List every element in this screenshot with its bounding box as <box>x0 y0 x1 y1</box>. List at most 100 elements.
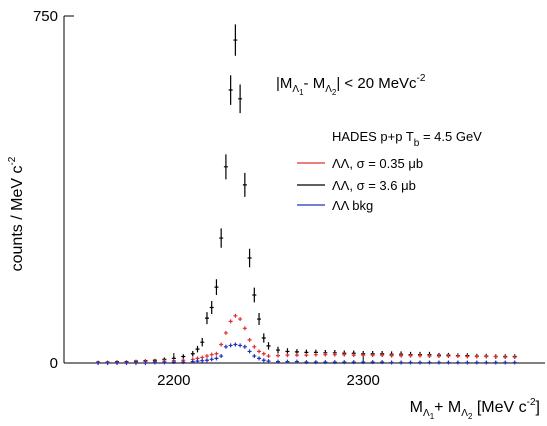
data-point <box>152 360 157 365</box>
data-point <box>242 326 247 331</box>
data-point <box>342 352 347 357</box>
data-point <box>261 333 266 343</box>
y-tick-label: 750 <box>33 8 58 25</box>
data-point <box>332 352 337 357</box>
data-point <box>181 354 186 359</box>
data-point <box>219 228 224 248</box>
data-point <box>503 354 508 359</box>
data-point <box>261 358 266 363</box>
data-point <box>143 361 148 365</box>
data-point <box>195 359 200 364</box>
data-point <box>370 360 375 365</box>
data-point <box>204 358 209 363</box>
data-point <box>204 312 209 325</box>
data-point <box>427 360 432 365</box>
data-point <box>285 353 290 358</box>
data-point <box>257 356 262 361</box>
data-point <box>380 360 385 365</box>
data-point <box>503 360 508 365</box>
data-point <box>275 346 280 354</box>
data-point <box>389 360 394 365</box>
y-tick-label: 0 <box>50 355 58 372</box>
data-point <box>238 343 243 348</box>
data-point <box>242 172 247 197</box>
data-point <box>465 354 470 359</box>
data-point <box>323 352 328 357</box>
data-point <box>223 154 228 180</box>
data-point <box>223 344 228 349</box>
data-point <box>190 359 195 364</box>
data-point <box>313 360 318 365</box>
data-point <box>252 287 257 303</box>
data-point <box>351 353 356 358</box>
data-point <box>242 344 247 349</box>
data-point <box>266 359 271 364</box>
data-point <box>181 360 186 365</box>
data-point <box>238 317 243 322</box>
data-point <box>209 357 214 362</box>
data-point <box>124 361 129 365</box>
data-point <box>304 353 309 358</box>
data-point <box>436 354 441 359</box>
x-tick-label: 2300 <box>347 372 380 389</box>
data-point <box>233 24 238 56</box>
data-point <box>257 349 262 354</box>
data-point <box>96 361 101 365</box>
data-point <box>484 360 489 365</box>
data-point <box>484 354 489 359</box>
data-point <box>304 360 309 365</box>
data-point <box>214 351 219 356</box>
data-point <box>247 248 252 268</box>
data-point <box>427 354 432 359</box>
data-point <box>294 353 299 358</box>
data-point <box>342 360 347 365</box>
data-point <box>389 353 394 358</box>
data-point <box>115 361 120 365</box>
data-point <box>493 360 498 365</box>
data-point <box>408 360 413 365</box>
data-point <box>294 359 299 364</box>
data-point <box>446 360 451 365</box>
data-point <box>399 353 404 358</box>
data-point <box>493 354 498 359</box>
data-point <box>228 75 233 105</box>
data-point <box>105 361 110 365</box>
data-point <box>228 319 233 324</box>
data-point <box>209 301 214 314</box>
x-tick-label: 2200 <box>157 372 190 389</box>
data-point <box>474 360 479 365</box>
data-point <box>351 360 356 365</box>
data-point <box>446 354 451 359</box>
data-point <box>512 360 517 365</box>
data-point <box>252 354 257 359</box>
data-point <box>209 352 214 357</box>
data-point <box>275 359 280 364</box>
data-point <box>233 313 238 318</box>
data-point <box>214 279 219 295</box>
data-point <box>257 313 262 326</box>
data-point <box>266 354 271 359</box>
data-point <box>162 360 167 365</box>
data-point <box>190 350 195 357</box>
data-point <box>361 360 366 365</box>
data-point <box>399 360 404 365</box>
data-point <box>380 353 385 358</box>
legend-label: ΛΛ bkg <box>332 198 373 213</box>
data-point <box>418 353 423 358</box>
data-point <box>323 360 328 365</box>
data-point <box>204 354 209 359</box>
legend-label: ΛΛ, σ = 0.35 μb <box>332 156 423 171</box>
data-point <box>361 353 366 358</box>
data-point <box>214 356 219 361</box>
data-point <box>465 360 470 365</box>
data-point <box>247 337 252 342</box>
data-point <box>223 330 228 335</box>
data-point <box>474 354 479 359</box>
data-point <box>233 342 238 347</box>
data-point <box>455 360 460 365</box>
data-point <box>332 360 337 365</box>
data-point <box>200 338 205 347</box>
data-point <box>455 354 460 359</box>
data-point <box>512 354 517 359</box>
data-point <box>228 343 233 348</box>
